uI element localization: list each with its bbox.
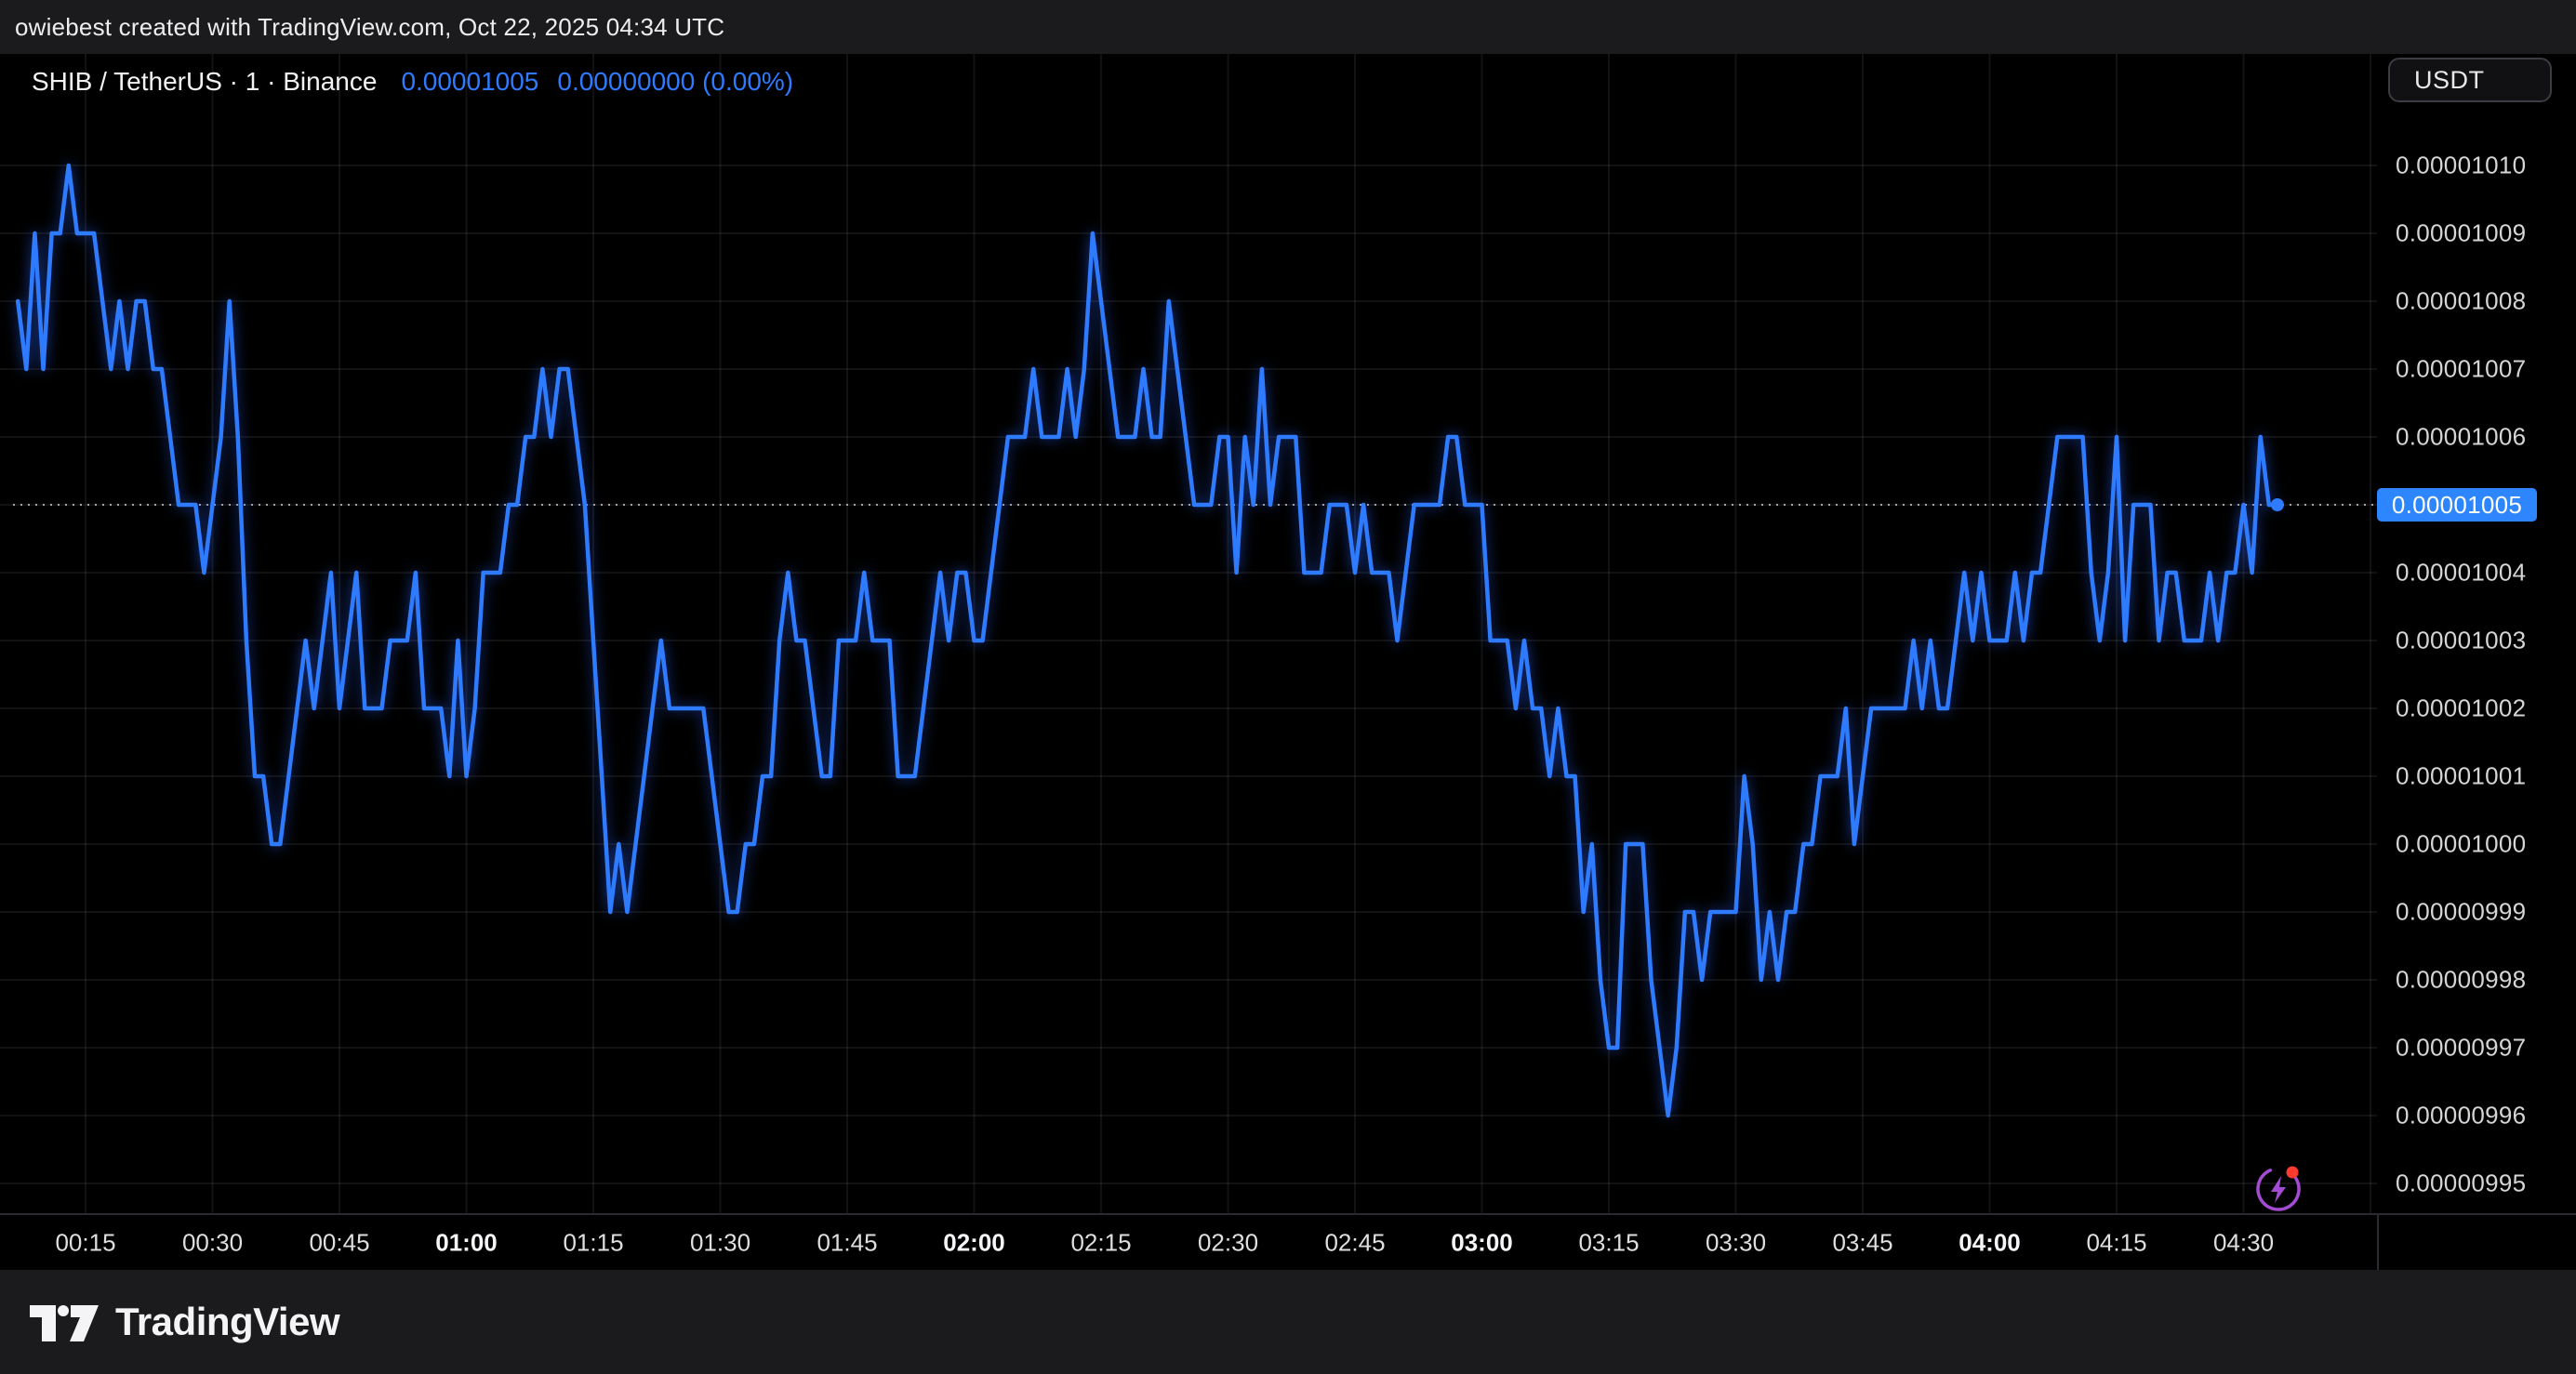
- time-tick-label: 00:45: [309, 1228, 370, 1256]
- price-tick-label: 0.00000998: [2396, 965, 2527, 994]
- time-tick-label: 03:15: [1578, 1228, 1640, 1256]
- header-change: 0.00000000 (0.00%): [557, 67, 794, 96]
- time-tick-label: 02:30: [1197, 1228, 1259, 1256]
- time-tick-label: 02:00: [943, 1228, 1005, 1256]
- time-tick-label: 00:30: [181, 1228, 244, 1256]
- time-tick-label: 03:00: [1451, 1228, 1513, 1256]
- time-tick-label: 04:30: [2212, 1228, 2275, 1256]
- time-axis[interactable]: 00:15 00:30 00:45 01:00 01:15 01:30 01:45 02:00…: [0, 1213, 2576, 1270]
- price-tick-label: 0.00001000: [2396, 829, 2527, 858]
- price-tick-label: 0.00001003: [2396, 626, 2527, 654]
- tradingview-wordmark[interactable]: TradingView: [115, 1300, 340, 1343]
- time-tick-label: 01:00: [435, 1228, 498, 1256]
- time-tick-label: 01:45: [817, 1228, 878, 1256]
- price-axis[interactable]: USDT 0.00001010 0.00001009 0.00001008 0.000…: [2377, 54, 2576, 1213]
- price-tick-label: 0.00000995: [2396, 1169, 2527, 1197]
- price-tick-label: 0.00001008: [2396, 286, 2527, 315]
- time-tick-label: 04:00: [1959, 1228, 2021, 1256]
- chart-canvas[interactable]: [0, 54, 2576, 1213]
- price-tick-label: 0.00000997: [2396, 1033, 2527, 1062]
- time-tick-label: 03:30: [1705, 1228, 1767, 1256]
- time-tick-label: 01:30: [689, 1228, 751, 1256]
- symbol-header: SHIB / TetherUS · 1 · Binance 0.00001005…: [32, 67, 793, 97]
- price-tick-label: 0.00001007: [2396, 354, 2527, 383]
- footer-bar: TradingView: [0, 1270, 2576, 1374]
- time-tick-label: 03:45: [1832, 1228, 1893, 1256]
- attribution-bar: owiebest created with TradingView.com, O…: [0, 0, 2576, 54]
- lightning-watermark-icon[interactable]: [2252, 1161, 2304, 1213]
- header-last-price: 0.00001005: [401, 67, 539, 96]
- price-tick-label: 0.00001001: [2396, 761, 2527, 790]
- attribution-text: owiebest created with TradingView.com, O…: [15, 12, 725, 41]
- price-tick-label: 0.00000996: [2396, 1101, 2527, 1130]
- price-tick-label: 0.00001006: [2396, 422, 2527, 451]
- price-series: [13, 163, 2377, 1118]
- last-price-badge: 0.00001005: [2377, 488, 2537, 522]
- tradingview-logo-icon[interactable]: [28, 1299, 100, 1345]
- price-tick-label: 0.00000999: [2396, 897, 2527, 926]
- price-tick-label: 0.00001004: [2396, 558, 2527, 587]
- currency-unit-button[interactable]: USDT: [2388, 58, 2552, 102]
- time-tick-label: 01:15: [563, 1228, 624, 1256]
- gridlines: [0, 54, 2377, 1213]
- last-point-dot: [2270, 498, 2284, 511]
- symbol-title[interactable]: SHIB / TetherUS · 1 · Binance: [32, 67, 378, 96]
- time-tick-label: 04:15: [2086, 1228, 2147, 1256]
- time-tick-label: 00:15: [55, 1228, 116, 1256]
- time-tick-label: 02:45: [1324, 1228, 1386, 1256]
- price-tick-label: 0.00001002: [2396, 694, 2527, 722]
- price-tick-label: 0.00001009: [2396, 218, 2527, 247]
- time-tick-label: 02:15: [1070, 1228, 1132, 1256]
- price-tick-label: 0.00001010: [2396, 151, 2527, 179]
